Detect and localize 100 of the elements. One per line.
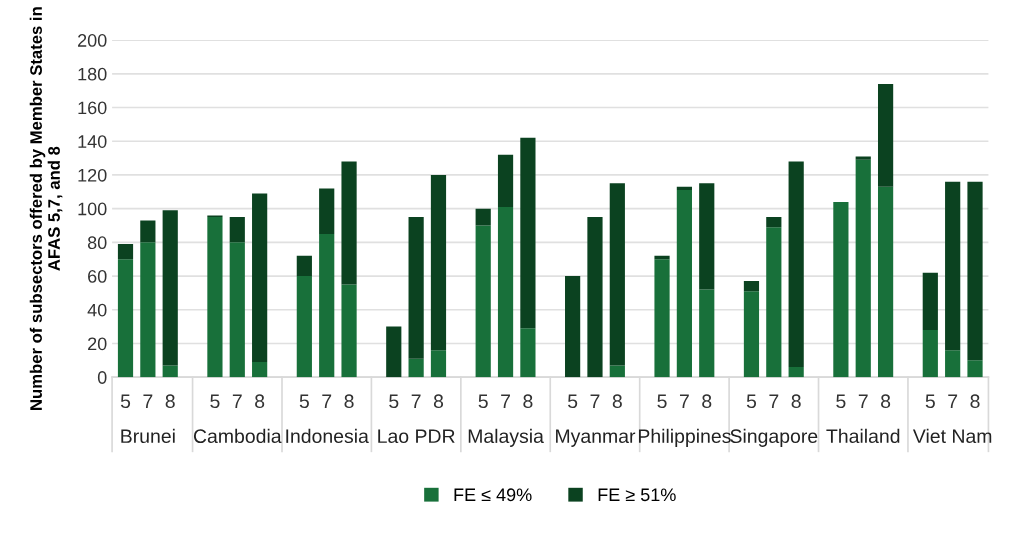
bar <box>877 186 894 378</box>
x-tick-label: 7 <box>232 394 242 408</box>
x-tick-label: 5 <box>389 394 399 409</box>
bar <box>430 350 447 378</box>
x-tick-label: 7 <box>322 394 332 408</box>
bar <box>676 190 692 378</box>
text: Brunei <box>121 428 175 444</box>
bar <box>229 217 245 243</box>
bar <box>788 161 804 368</box>
x-tick-label: 8 <box>702 394 712 409</box>
text: Thailand <box>826 428 900 444</box>
bar <box>609 365 625 378</box>
bar <box>766 227 782 378</box>
bar <box>520 137 536 329</box>
bar <box>766 217 782 228</box>
bar <box>408 358 424 378</box>
bar <box>408 217 424 359</box>
x-tick-label: 8 <box>255 394 265 409</box>
bar <box>855 156 871 160</box>
bar <box>922 329 938 378</box>
bar <box>430 174 447 351</box>
y-tick-label: 40 <box>87 303 107 317</box>
bar <box>341 161 357 285</box>
bar <box>140 242 156 378</box>
bar <box>945 181 961 351</box>
y-tick-label: 160 <box>78 101 107 115</box>
text: Philippines <box>638 428 731 447</box>
bar <box>520 328 536 378</box>
x-tick-label: 8 <box>612 394 622 409</box>
bar <box>699 289 715 378</box>
x-tick-label: 7 <box>501 394 510 408</box>
bar <box>587 217 603 378</box>
x-tick-label: 5 <box>567 394 578 409</box>
bar <box>252 362 268 378</box>
bar <box>117 244 134 260</box>
x-tick-label: 5 <box>746 394 757 409</box>
x-tick-label: 5 <box>657 394 667 409</box>
y-axis-title: Number of subsectors offered by Member States in AFAS 5,7, and 8 <box>29 7 63 410</box>
bar <box>877 83 894 187</box>
x-tick-label: 5 <box>120 394 131 409</box>
bar <box>945 350 961 378</box>
x-tick-label: 8 <box>881 394 891 409</box>
text: Indonesia <box>286 428 369 444</box>
bar <box>207 217 223 378</box>
y-tick-label: 180 <box>78 67 107 81</box>
y-tick-label: 100 <box>78 202 107 216</box>
bar <box>497 154 514 207</box>
text: Lao PDR <box>378 429 455 444</box>
y-tick-label: 60 <box>88 269 107 283</box>
x-tick-label: 8 <box>344 394 354 409</box>
bar <box>386 326 402 378</box>
bar <box>296 255 312 277</box>
bar <box>565 276 581 378</box>
bar <box>743 291 760 378</box>
x-tick-label: 5 <box>210 394 220 409</box>
y-tick-label: 80 <box>87 236 107 250</box>
x-tick-label: 7 <box>679 394 689 408</box>
bar <box>654 255 670 260</box>
legend-label: FE ≤ 49% <box>454 488 532 502</box>
bar <box>341 284 357 378</box>
bar <box>967 181 983 361</box>
bar <box>319 233 335 378</box>
text: Viet Nam <box>912 428 992 444</box>
bar <box>967 360 983 378</box>
text: Singapore <box>730 428 818 447</box>
x-tick-label: 5 <box>478 394 488 409</box>
x-tick-label: 8 <box>433 394 444 409</box>
x-tick-label: 5 <box>836 394 846 409</box>
bar <box>833 201 849 378</box>
x-tick-label: 5 <box>925 394 935 409</box>
bar <box>296 276 312 378</box>
text: Cambodia <box>193 428 282 444</box>
y-tick-label: 200 <box>78 34 107 47</box>
bar <box>609 183 625 366</box>
x-tick-label: 7 <box>858 394 868 408</box>
y-tick-label: 140 <box>78 135 107 148</box>
x-tick-label: 7 <box>948 394 958 408</box>
text: Malaysia <box>468 428 544 447</box>
x-tick-label: 8 <box>165 394 175 409</box>
x-tick-label: 8 <box>523 394 533 409</box>
bar <box>319 188 335 234</box>
bar <box>654 259 670 378</box>
bar <box>162 210 178 366</box>
x-tick-label: 7 <box>411 394 421 408</box>
x-tick-label: 7 <box>143 394 153 408</box>
bar <box>252 193 268 363</box>
bar <box>699 183 715 290</box>
bar <box>855 159 871 378</box>
y-tick-label: 120 <box>78 168 107 182</box>
bar <box>140 220 156 243</box>
text: Myanmar <box>556 429 636 447</box>
y-tick-label: 20 <box>88 337 107 351</box>
bar <box>475 225 491 378</box>
bar <box>788 367 804 378</box>
bar <box>497 206 514 378</box>
x-tick-label: 8 <box>970 394 980 409</box>
bar <box>743 281 760 292</box>
x-tick-label: 7 <box>590 394 600 408</box>
y-tick-label: 0 <box>97 371 107 384</box>
x-tick-label: 5 <box>299 394 309 409</box>
